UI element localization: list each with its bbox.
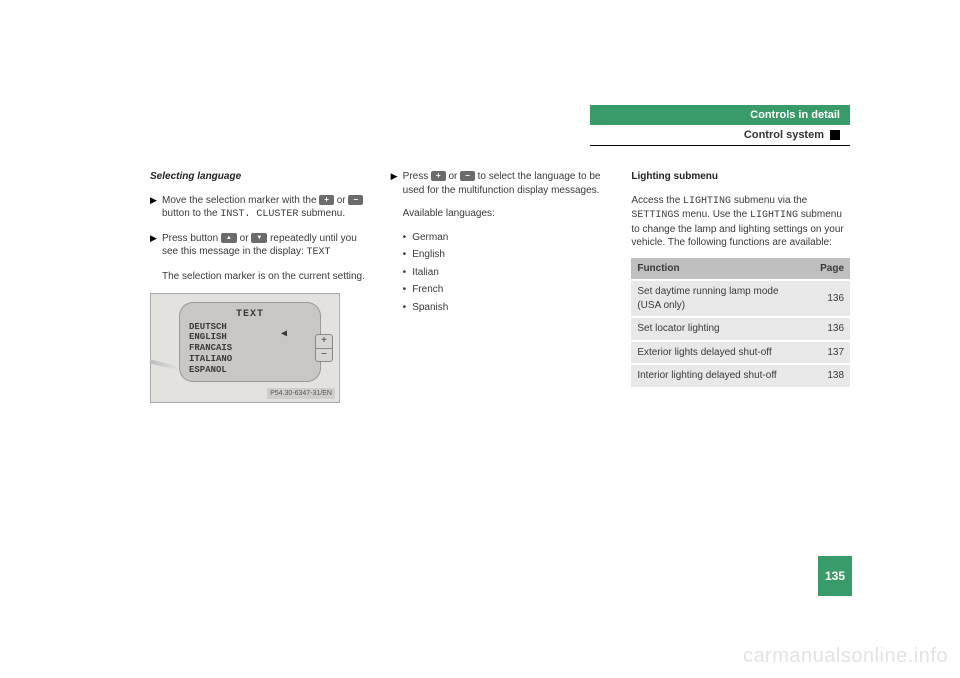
table-row: Exterior lights delayed shut-off 137 [631, 341, 850, 365]
table-cell-page: 136 [810, 280, 850, 317]
menu-code: INST. CLUSTER [220, 209, 298, 220]
display-screen: TEXT DEUTSCH ENGLISH FRANCAIS ITALIANO E… [179, 302, 321, 382]
minus-button-icon: − [460, 171, 475, 181]
col1-heading: Selecting language [150, 170, 369, 184]
display-option: ITALIANO [189, 354, 311, 365]
language-item: Spanish [403, 301, 610, 315]
table-row: Set locator lighting 136 [631, 317, 850, 341]
col3-intro: Access the LIGHTING submenu via the SETT… [631, 194, 850, 250]
col2-step1-text: Press + or − to select the language to b… [403, 170, 610, 197]
table-cell-func: Set daytime running lamp mode (USA only) [631, 280, 810, 317]
language-item: German [403, 231, 610, 245]
table-row: Interior lighting delayed shut-off 138 [631, 364, 850, 387]
section-marker [830, 130, 840, 140]
bullet-icon: ▶ [391, 170, 403, 197]
col1-step2-note: The selection marker is on the current s… [162, 270, 369, 284]
section-bar: Control system [590, 125, 850, 146]
col1-step1-text: Move the selection marker with the + or … [162, 194, 369, 222]
table-header-row: Function Page [631, 258, 850, 281]
col2-step-1: ▶ Press + or − to select the language to… [391, 170, 610, 197]
col1-step-1: ▶ Move the selection marker with the + o… [150, 194, 369, 222]
table-cell-func: Interior lighting delayed shut-off [631, 364, 810, 387]
plus-button-icon: + [431, 171, 446, 181]
display-minus: − [316, 349, 332, 362]
section-title: Control system [744, 129, 824, 141]
table-cell-func: Exterior lights delayed shut-off [631, 341, 810, 365]
up-button-icon: ▲ [221, 233, 237, 243]
col1-step2-text: Press button ▲ or ▼ repeatedly until you… [162, 232, 369, 260]
display-option: DEUTSCH [189, 322, 311, 333]
col2-available: Available languages: [403, 207, 610, 221]
bullet-icon: ▶ [150, 232, 162, 260]
column-3: Lighting submenu Access the LIGHTING sub… [631, 170, 850, 403]
display-illustration: TEXT DEUTSCH ENGLISH FRANCAIS ITALIANO E… [150, 293, 340, 403]
page-header: Controls in detail Control system [590, 105, 850, 146]
table-cell-page: 137 [810, 341, 850, 365]
table-head-function: Function [631, 258, 810, 281]
language-item: French [403, 283, 610, 297]
chapter-title: Controls in detail [750, 109, 840, 121]
language-item: Italian [403, 266, 610, 280]
display-option: FRANCAIS [189, 343, 311, 354]
table-row: Set daytime running lamp mode (USA only)… [631, 280, 850, 317]
table-cell-page: 138 [810, 364, 850, 387]
col3-heading: Lighting submenu [631, 170, 850, 184]
watermark: carmanualsonline.info [743, 645, 948, 668]
table-cell-page: 136 [810, 317, 850, 341]
chapter-bar: Controls in detail [590, 105, 850, 125]
content-columns: Selecting language ▶ Move the selection … [150, 170, 850, 403]
plus-button-icon: + [319, 195, 334, 205]
function-table: Function Page Set daytime running lamp m… [631, 258, 850, 387]
minus-button-icon: − [348, 195, 363, 205]
display-ref-tag: P54.30-6347-31/EN [267, 388, 335, 399]
page-number-badge: 135 [818, 556, 852, 596]
col1-step-2: ▶ Press button ▲ or ▼ repeatedly until y… [150, 232, 369, 260]
column-2: ▶ Press + or − to select the language to… [391, 170, 610, 403]
page-number: 135 [825, 569, 845, 583]
display-code: TEXT [307, 247, 331, 258]
selection-pointer-icon: ◀ [281, 328, 287, 342]
column-1: Selecting language ▶ Move the selection … [150, 170, 369, 403]
down-button-icon: ▼ [251, 233, 267, 243]
display-title: TEXT [189, 308, 311, 322]
table-cell-func: Set locator lighting [631, 317, 810, 341]
display-option: ESPANOL [189, 365, 311, 376]
bullet-icon: ▶ [150, 194, 162, 222]
language-item: English [403, 248, 610, 262]
table-head-page: Page [810, 258, 850, 281]
language-list: German English Italian French Spanish [403, 231, 610, 315]
display-plus: + [316, 335, 332, 349]
display-option: ENGLISH [189, 332, 311, 343]
display-plus-minus: + − [315, 334, 333, 362]
